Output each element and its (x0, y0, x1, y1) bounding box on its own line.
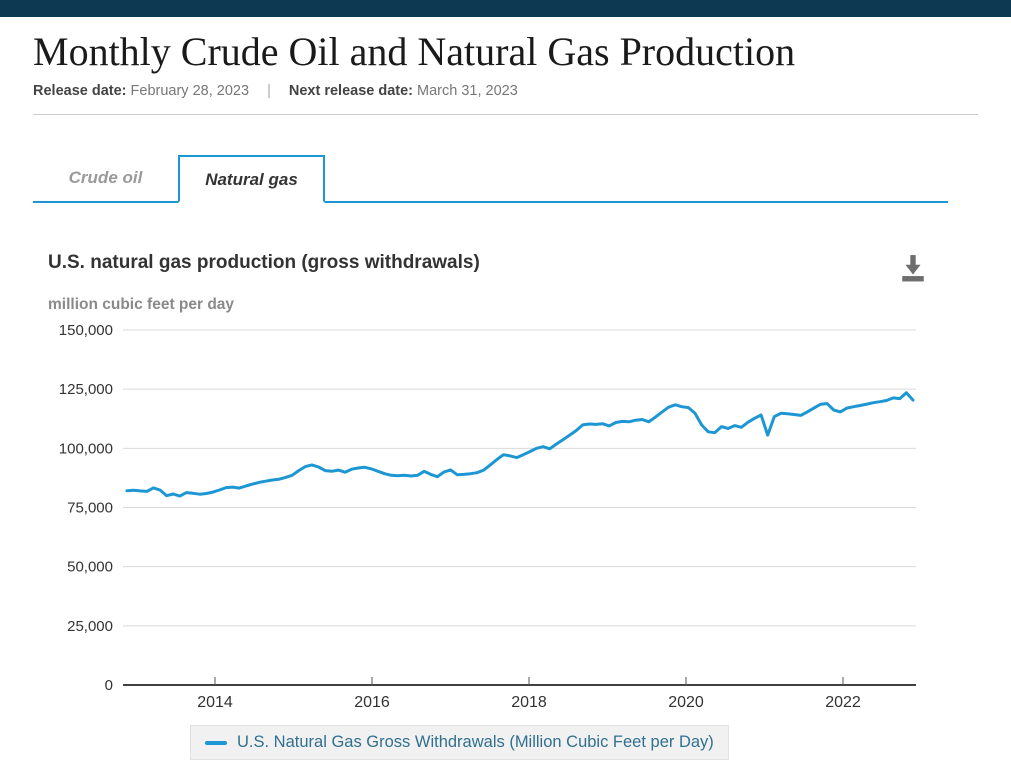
y-axis-tick-label: 75,000 (67, 500, 113, 517)
release-separator: | (267, 83, 271, 99)
release-date-value: February 28, 2023 (130, 83, 250, 99)
divider-rule (33, 114, 978, 115)
page-content: Monthly Crude Oil and Natural Gas Produc… (0, 30, 1011, 760)
x-axis-tick-label: 2014 (197, 694, 233, 711)
x-axis-tick-label: 2022 (825, 694, 861, 711)
chart-plot-area: 150,000 125,000 100,000 75,000 50,000 25,000 0… (33, 320, 978, 717)
download-icon (902, 255, 924, 282)
tab-crude-oil[interactable]: Crude oil (33, 155, 178, 201)
chart-title: U.S. natural gas production (gross withd… (48, 252, 480, 273)
legend-series-dash-icon (205, 740, 227, 745)
chart-section: U.S. natural gas production (gross withd… (33, 252, 978, 760)
y-axis-tick-label: 100,000 (59, 440, 113, 457)
tab-natural-gas[interactable]: Natural gas (178, 155, 325, 203)
y-axis-tick-label: 50,000 (67, 559, 113, 576)
release-dates-row: Release date: February 28, 2023 | Next r… (33, 83, 978, 99)
download-button[interactable] (900, 254, 926, 287)
y-axis-tick-label: 0 (105, 677, 113, 694)
next-release-date-value: March 31, 2023 (417, 83, 518, 99)
page-title: Monthly Crude Oil and Natural Gas Produc… (33, 29, 796, 74)
legend-row: U.S. Natural Gas Gross Withdrawals (Mill… (190, 725, 978, 760)
release-date-label: Release date: (33, 83, 127, 99)
top-accent-bar (0, 0, 1011, 17)
x-axis-tick-label: 2020 (668, 694, 704, 711)
y-axis-tick-label: 150,000 (59, 322, 113, 339)
tab-bar: Crude oil Natural gas (33, 155, 948, 203)
series-line-natural-gas (125, 391, 915, 498)
next-release-date-label: Next release date: (288, 83, 413, 99)
y-axis-tick-label: 125,000 (59, 381, 113, 398)
y-axis-tick-label: 25,000 (67, 618, 113, 635)
x-axis-tick-label: 2018 (511, 694, 547, 711)
x-axis-tick-label: 2016 (354, 694, 390, 711)
line-chart: 150,000 125,000 100,000 75,000 50,000 25,000 0… (59, 322, 916, 711)
chart-units-subtitle: million cubic feet per day (48, 296, 235, 313)
legend-item[interactable]: U.S. Natural Gas Gross Withdrawals (Mill… (190, 725, 729, 760)
legend-series-label: U.S. Natural Gas Gross Withdrawals (Mill… (237, 733, 714, 751)
